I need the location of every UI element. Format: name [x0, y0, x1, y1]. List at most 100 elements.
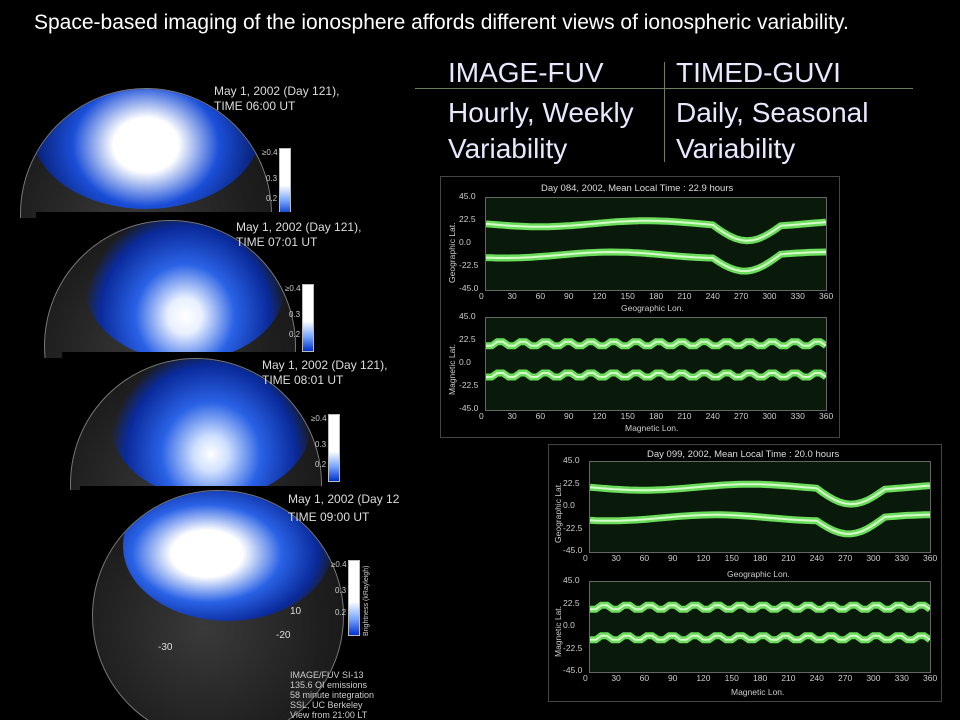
guvi-2-bottom-xtick: 360	[923, 673, 938, 683]
globe-1-cbar-mid: 0.3	[266, 174, 278, 183]
guvi-2-top-xtick: 90	[668, 553, 678, 563]
guvi-2-bottom-xtick: 30	[611, 673, 621, 683]
guvi-panel-1: Day 084, 2002, Mean Local Time : 22.9 ho…	[440, 176, 840, 438]
globe-2-cbar-mid: 0.3	[289, 310, 301, 319]
guvi-1-bottom-ytick: -22.5	[459, 380, 479, 390]
guvi-1-bottom-xtick: 120	[592, 411, 607, 421]
guvi-2-top-xtick: 120	[696, 553, 711, 563]
guvi-2-bottom-ytick: 45.0	[563, 575, 580, 585]
instrument-info-1: IMAGE/FUV SI-13	[290, 670, 364, 680]
guvi-1-top-ytick: 22.5	[459, 214, 476, 224]
guvi-2-top-ytick: 22.5	[563, 477, 580, 488]
globe-4-cbar-low: 0.2	[335, 608, 347, 617]
guvi-1-top-xtick: 300	[762, 291, 777, 301]
guvi-2-bottom-xtick: 240	[809, 673, 824, 683]
globe-frame-1: May 1, 2002 (Day 121), TIME 06:00 UT ≥0.…	[14, 78, 344, 218]
guvi-1-top-xtick: 210	[677, 291, 692, 301]
instrument-info-3: 58 minute integration	[290, 690, 375, 700]
globe-3-time: TIME 08:01 UT	[262, 373, 344, 387]
guvi-1-bottom-xtick: 270	[734, 411, 749, 421]
guvi-panel-2: Day 099, 2002, Mean Local Time : 20.0 ho…	[548, 444, 942, 702]
globe-3-cbar-low: 0.2	[315, 460, 327, 469]
guvi-2-top-ylabel: Geographic Lat.	[553, 482, 563, 543]
g1top-band-core-south	[486, 250, 826, 273]
globe-2-date: May 1, 2002 (Day 121),	[236, 220, 362, 234]
guvi-2-top-xtick: 240	[809, 553, 824, 563]
guvi-1-bottom-xtick: 180	[649, 411, 664, 421]
guvi-2-bottom-xtick: 120	[696, 673, 711, 683]
guvi-1-top-xtick: 330	[790, 291, 805, 301]
g2bot-band-core-south	[590, 634, 930, 641]
globe-2-cbar-top: ≥0.4	[285, 284, 301, 293]
guvi-2-top-xtick: 60	[639, 553, 650, 563]
guvi-2-bottom-xtick: 270	[838, 673, 853, 683]
guvi-2-geographic-plot	[589, 461, 931, 553]
timed-guvi-variability-line1: Daily, Seasonal	[676, 97, 869, 128]
guvi-1-top-ytick: 0.0	[459, 237, 471, 247]
guvi-2-top-xtick: 0	[583, 553, 588, 563]
guvi-2-bottom-xtick: 330	[894, 673, 909, 683]
guvi-1-top-xtick: 360	[819, 291, 834, 301]
g2top-band-core-north	[590, 483, 930, 506]
guvi-1-bottom-xtick: 30	[507, 411, 517, 421]
guvi-1-bottom-xtick: 330	[790, 411, 805, 421]
guvi-1-top-ytick: -45.0	[459, 283, 479, 293]
guvi-1-bottom-ytick: 45.0	[459, 311, 476, 321]
globe-1-colorbar	[279, 148, 291, 216]
g1bot-svg	[486, 338, 826, 381]
guvi-2-top-ytick: -22.5	[563, 522, 583, 533]
g2top-svg	[590, 480, 930, 538]
guvi-1-top-xlabel: Geographic Lon.	[621, 303, 684, 313]
guvi-1-bottom-ytick: -45.0	[459, 403, 479, 413]
guvi-2-top-xtick: 360	[923, 553, 938, 563]
guvi-1-top-xtick: 180	[649, 291, 664, 301]
guvi-1-top-xtick: 150	[620, 291, 635, 301]
globe-1-cbar-low: 0.2	[266, 194, 278, 203]
image-fuv-heading: IMAGE-FUV	[448, 57, 604, 88]
globe-1-date: May 1, 2002 (Day 121),	[214, 84, 340, 98]
guvi-2-top-ytick: 45.0	[563, 455, 580, 465]
globe-4-cbar-top: ≥0.4	[331, 560, 347, 569]
guvi-1-top-xtick: 60	[535, 291, 546, 301]
instrument-info-2: 135.6 OI emissions	[290, 680, 368, 690]
slide-title: Space-based imaging of the ionosphere af…	[34, 11, 849, 34]
guvi-1-top-xtick: 120	[592, 291, 607, 301]
header-divider-vertical	[664, 62, 665, 162]
guvi-2-bottom-ytick: -45.0	[563, 665, 583, 675]
image-fuv-variability-line1: Hourly, Weekly	[448, 97, 634, 128]
globe-1-cbar-top: ≥0.4	[262, 148, 278, 157]
guvi-1-top-xtick: 30	[507, 291, 517, 301]
guvi-1-bottom-xtick: 240	[705, 411, 720, 421]
guvi-1-bottom-xtick: 0	[479, 411, 484, 421]
globe-3-cbar-mid: 0.3	[315, 440, 327, 449]
guvi-1-bottom-ytick: 0.0	[459, 357, 471, 367]
guvi-2-bottom-xtick: 300	[866, 673, 881, 683]
guvi-2-bottom-xtick: 150	[724, 673, 739, 683]
timed-guvi-variability-line2: Variability	[676, 133, 796, 164]
guvi-2-bottom-xtick: 180	[753, 673, 768, 683]
guvi-1-top-xtick: 270	[734, 291, 749, 301]
globe-image-1	[20, 88, 272, 218]
g2bot-svg	[590, 601, 930, 644]
instrument-info-4: SSL, UC Berkeley	[290, 700, 363, 710]
guvi-1-top-xtick: 90	[564, 291, 574, 301]
globe-4-time: TIME 09:00 UT	[288, 510, 370, 524]
guvi-1-title: Day 084, 2002, Mean Local Time : 22.9 ho…	[541, 183, 734, 194]
globe-2-cbar-low: 0.2	[289, 330, 301, 339]
globe-4-colorbar	[348, 560, 360, 636]
globe-1-time: TIME 06:00 UT	[214, 99, 296, 113]
guvi-2-bottom-ylabel: Magnetic Lat.	[553, 605, 563, 657]
guvi-1-top-xtick: 240	[705, 291, 720, 301]
globe-image-4	[92, 490, 344, 720]
g1bot-band-core-north	[486, 340, 826, 347]
guvi-2-top-xlabel: Geographic Lon.	[727, 569, 790, 579]
guvi-2-bottom-xtick: 90	[668, 673, 678, 683]
globe-grid-label-10: 10	[290, 606, 302, 617]
guvi-2-top-xtick: 30	[611, 553, 621, 563]
g2top-band-core-south	[590, 513, 930, 535]
globe-4-cbar-mid: 0.3	[335, 586, 347, 595]
guvi-2-top-xtick: 150	[724, 553, 739, 563]
g1bot-band-core-south	[486, 372, 826, 378]
guvi-2-top-xtick: 330	[894, 553, 909, 563]
g1top-svg	[486, 217, 826, 275]
